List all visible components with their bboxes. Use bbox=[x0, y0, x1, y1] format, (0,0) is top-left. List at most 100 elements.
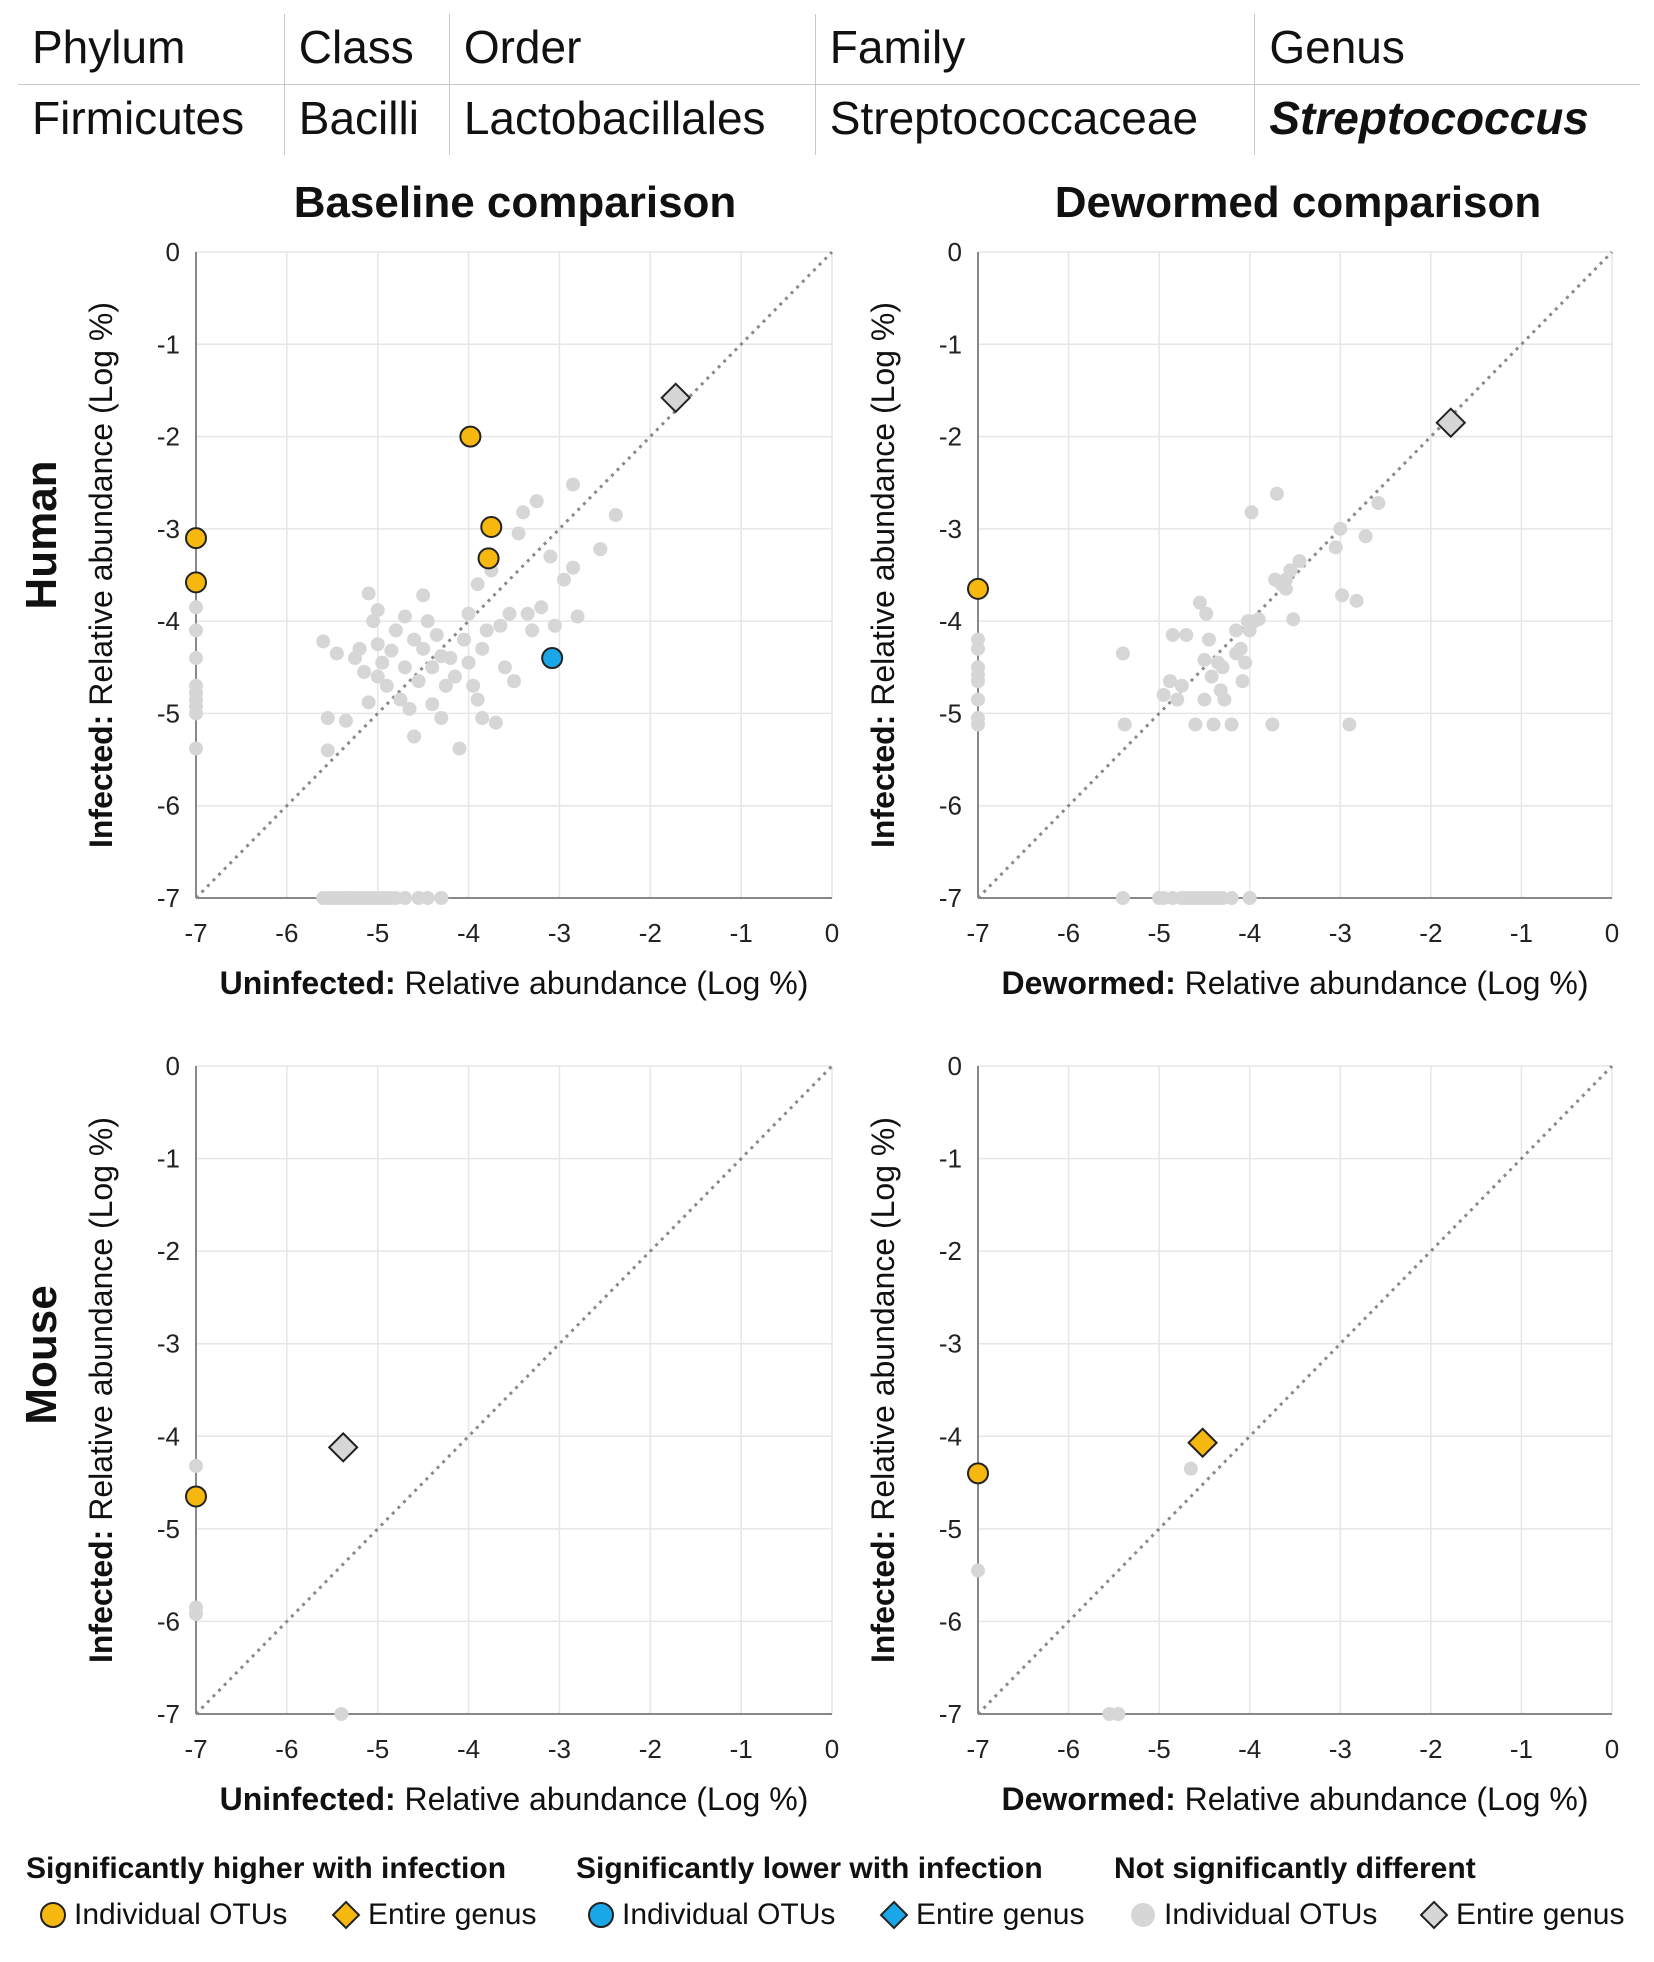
y-axis-label: Infected: Relative abundance (Log %) bbox=[83, 1117, 119, 1663]
legend-notsig-genus: Entire genus bbox=[1418, 1898, 1624, 1932]
y-tick-label: -2 bbox=[157, 422, 180, 452]
point-not-significant-otu bbox=[1117, 717, 1132, 732]
point-not-significant-otu bbox=[1229, 646, 1244, 661]
point-not-significant-otu bbox=[1163, 674, 1178, 689]
point-not-significant-otu bbox=[420, 614, 435, 629]
point-not-significant-otu bbox=[507, 674, 521, 689]
y-tick-label: -6 bbox=[939, 791, 962, 821]
scatter-mouse-baseline: -7-7 -6 -6 -5 -5 -4 -4 -3 -3 -2 -2 -1 -1 0 0 Uninfected… bbox=[83, 1051, 839, 1817]
point-not-significant-otu bbox=[1199, 606, 1214, 621]
legend-lower-otu: Individual OTUs bbox=[586, 1898, 835, 1932]
x-tick-label: -5 bbox=[366, 1734, 389, 1764]
point-not-significant-otu bbox=[475, 641, 490, 656]
point-not-significant-otu bbox=[457, 632, 472, 647]
point-not-significant-otu bbox=[497, 660, 512, 675]
point-not-significant-otu bbox=[466, 678, 481, 693]
point-not-significant-otu bbox=[1224, 891, 1239, 905]
taxonomy-header-row: Phylum Class Order Family Genus bbox=[18, 14, 1640, 85]
x-tick-label: -4 bbox=[457, 918, 480, 948]
point-not-significant-otu bbox=[461, 655, 476, 670]
point-not-significant-otu bbox=[189, 623, 203, 638]
point-not-significant-otu bbox=[1201, 632, 1216, 647]
point-not-significant-otu bbox=[488, 715, 503, 730]
y-axis-label-bold: Infected: bbox=[83, 715, 119, 848]
point-not-significant-otu bbox=[1244, 505, 1259, 520]
y-axis-label-bold: Infected: bbox=[83, 1530, 119, 1663]
point-not-significant-otu bbox=[189, 706, 203, 721]
x-tick-label: -1 bbox=[730, 918, 753, 948]
legend-circle-icon bbox=[588, 1902, 614, 1928]
legend-notsig-otu: Individual OTUs bbox=[1128, 1898, 1377, 1932]
x-tick-label: -1 bbox=[730, 1734, 753, 1764]
x-tick-label: -2 bbox=[639, 1734, 662, 1764]
point-not-significant-otu bbox=[529, 494, 544, 509]
y-tick-label: -5 bbox=[157, 1514, 180, 1544]
y-tick-label: -1 bbox=[157, 1144, 180, 1174]
y-tick-label: -6 bbox=[939, 1606, 962, 1636]
point-not-significant-otu bbox=[1278, 581, 1293, 596]
point-not-significant-otu bbox=[361, 695, 376, 710]
y-tick-label: -2 bbox=[939, 1236, 962, 1266]
point-not-significant-otu bbox=[320, 743, 335, 758]
point-not-significant-otu bbox=[1204, 669, 1219, 684]
x-tick-label: 0 bbox=[1605, 918, 1619, 948]
point-not-significant-otu bbox=[520, 606, 535, 621]
y-tick-label: -4 bbox=[939, 1421, 962, 1451]
point-higher-genus bbox=[1187, 1427, 1219, 1459]
point-not-significant-otu bbox=[971, 692, 985, 707]
y-tick-label: -7 bbox=[157, 883, 180, 913]
y-tick-label: -4 bbox=[157, 1421, 180, 1451]
point-higher-otu bbox=[477, 547, 500, 570]
y-axis-label: Infected: Relative abundance (Log %) bbox=[83, 302, 119, 848]
point-not-significant-otu bbox=[566, 477, 581, 492]
point-not-significant-otu bbox=[379, 678, 394, 693]
point-not-significant-otu bbox=[425, 697, 440, 712]
point-not-significant-otu bbox=[1229, 623, 1244, 638]
column-title-baseline: Baseline comparison bbox=[293, 178, 737, 227]
point-not-significant-otu bbox=[1242, 623, 1257, 638]
taxonomy-header-order: Order bbox=[448, 14, 816, 85]
point-not-significant-otu bbox=[416, 641, 431, 656]
point-not-significant-otu bbox=[1183, 1461, 1198, 1476]
point-not-significant-otu bbox=[388, 623, 403, 638]
legend-higher-otu-label: Individual OTUs bbox=[74, 1898, 288, 1931]
point-not-significant-otu bbox=[971, 1563, 985, 1578]
x-tick-label: -7 bbox=[966, 918, 989, 948]
identity-line bbox=[194, 1064, 834, 1716]
point-not-significant-otu bbox=[1165, 627, 1180, 642]
legend-lower-otu-label: Individual OTUs bbox=[622, 1898, 836, 1931]
legend-lower-genus: Entire genus bbox=[878, 1898, 1084, 1932]
point-higher-otu bbox=[185, 571, 207, 594]
point-not-significant-otu bbox=[357, 664, 372, 679]
y-tick-label: 0 bbox=[948, 237, 962, 267]
point-not-significant-otu bbox=[1206, 717, 1221, 732]
y-axis-label-bold: Infected: bbox=[865, 1530, 901, 1663]
point-not-significant-otu bbox=[434, 891, 449, 905]
point-not-significant-otu bbox=[420, 891, 435, 905]
point-higher-otu bbox=[185, 1485, 207, 1508]
y-tick-label: -3 bbox=[157, 1329, 180, 1359]
point-not-significant-otu bbox=[443, 651, 458, 666]
x-tick-label: -6 bbox=[275, 918, 298, 948]
y-tick-label: -2 bbox=[157, 1236, 180, 1266]
x-tick-label: -5 bbox=[366, 918, 389, 948]
point-not-significant-otu bbox=[411, 674, 426, 689]
point-not-significant-otu bbox=[447, 669, 462, 684]
point-not-significant-otu bbox=[971, 674, 985, 689]
point-not-significant-otu bbox=[189, 651, 203, 666]
y-tick-label: -6 bbox=[157, 1606, 180, 1636]
y-tick-label: -1 bbox=[157, 329, 180, 359]
x-axis-label-bold: Dewormed: bbox=[1002, 965, 1176, 1001]
point-not-significant-otu bbox=[434, 711, 449, 726]
point-lower-otu bbox=[541, 647, 564, 670]
x-tick-label: -7 bbox=[184, 918, 207, 948]
point-not-significant-otu bbox=[1115, 646, 1130, 661]
taxonomy-value-row: Firmicutes Bacilli Lactobacillales Strep… bbox=[18, 84, 1640, 155]
y-tick-label: -7 bbox=[157, 1699, 180, 1729]
point-not-significant-otu bbox=[1342, 717, 1357, 732]
x-tick-label: -6 bbox=[275, 1734, 298, 1764]
point-not-significant-otu bbox=[1156, 687, 1171, 702]
x-axis-label-text: Relative abundance (Log %) bbox=[396, 965, 809, 1001]
point-not-significant-otu bbox=[1286, 612, 1301, 627]
y-tick-label: -5 bbox=[939, 1514, 962, 1544]
